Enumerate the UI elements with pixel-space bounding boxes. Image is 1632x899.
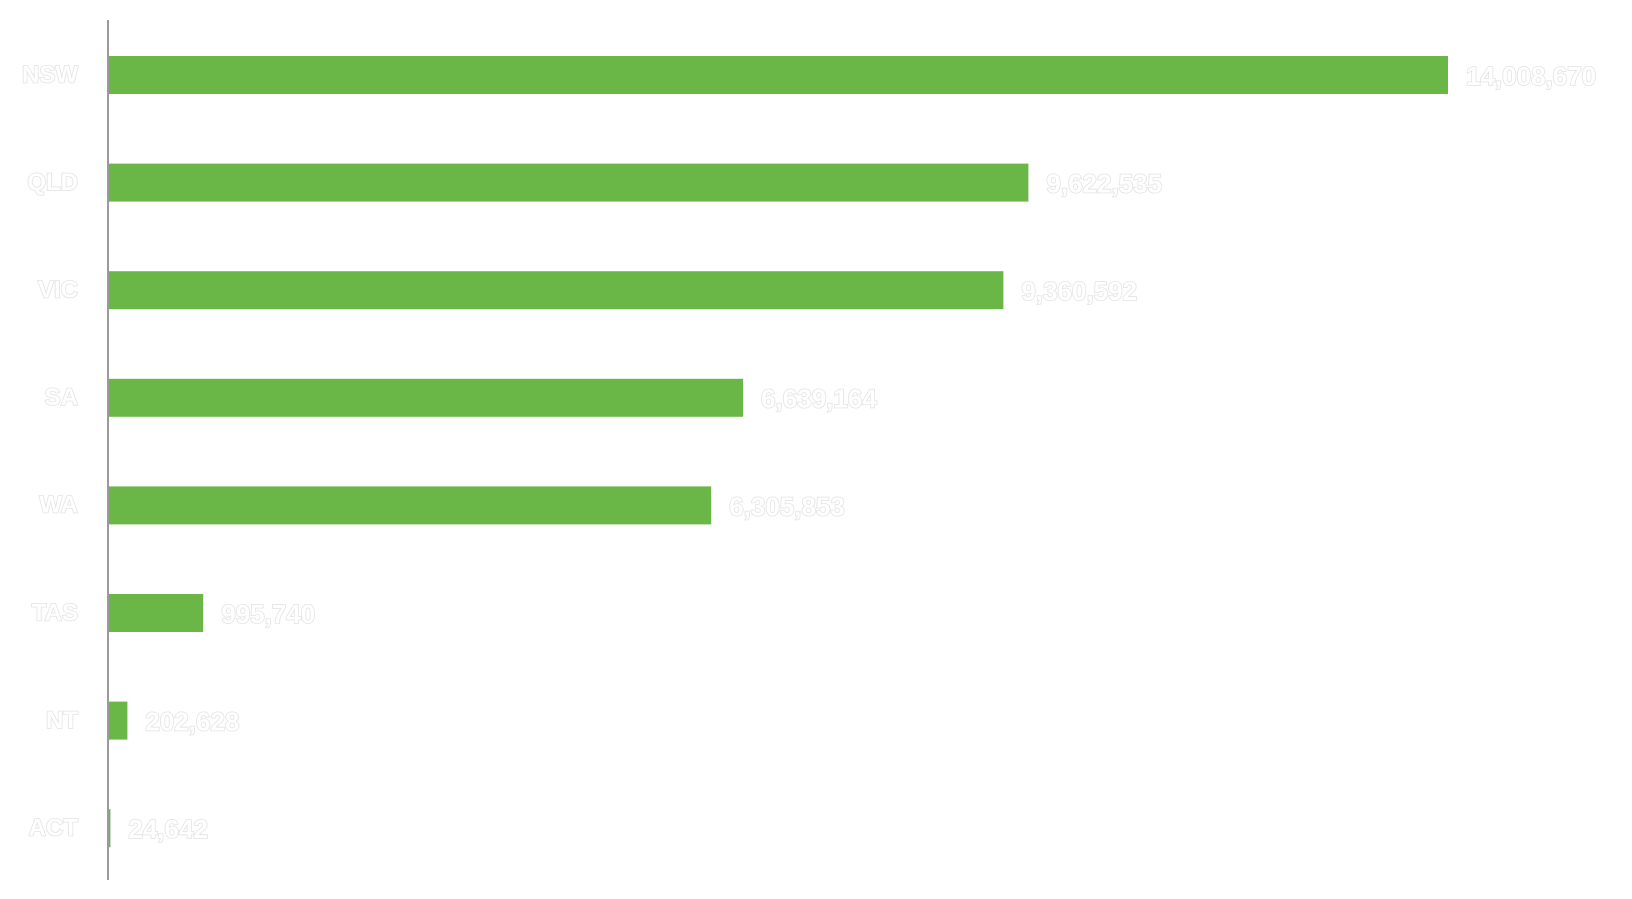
- bar-nsw: [108, 56, 1448, 94]
- category-label-tas: TAS: [32, 599, 78, 626]
- value-label-nt: 202,628: [145, 706, 239, 736]
- category-label-vic: VIC: [38, 277, 78, 304]
- labels-layer: NSW 14,008,670 QLD 9,622,535 VIC 9,360,592 SA 6…: [21, 60, 1597, 845]
- bar-qld: [108, 163, 1029, 202]
- category-label-qld: QLD: [27, 169, 78, 196]
- category-label-wa: WA: [39, 492, 78, 519]
- bar-sa: [108, 378, 744, 417]
- value-label-sa: 6,639,164: [761, 384, 877, 414]
- bar-act: [108, 809, 111, 848]
- value-label-vic: 9,360,592: [1021, 276, 1137, 306]
- category-label-nsw: NSW: [22, 61, 78, 88]
- category-label-act: ACT: [29, 815, 79, 842]
- category-label-sa: SA: [45, 384, 78, 411]
- bar-vic: [108, 271, 1004, 310]
- category-label-nt: NT: [46, 707, 78, 734]
- bar-nt: [108, 701, 128, 740]
- bar-tas: [108, 594, 204, 632]
- value-label-wa: 6,305,853: [729, 491, 845, 521]
- value-label-act: 24,642: [128, 814, 208, 844]
- value-label-tas: 995,740: [221, 599, 315, 629]
- bars-layer: [108, 56, 1448, 848]
- value-label-nsw: 14,008,670: [1466, 61, 1596, 91]
- value-label-qld: 9,622,535: [1046, 168, 1162, 198]
- bar-wa: [108, 486, 712, 525]
